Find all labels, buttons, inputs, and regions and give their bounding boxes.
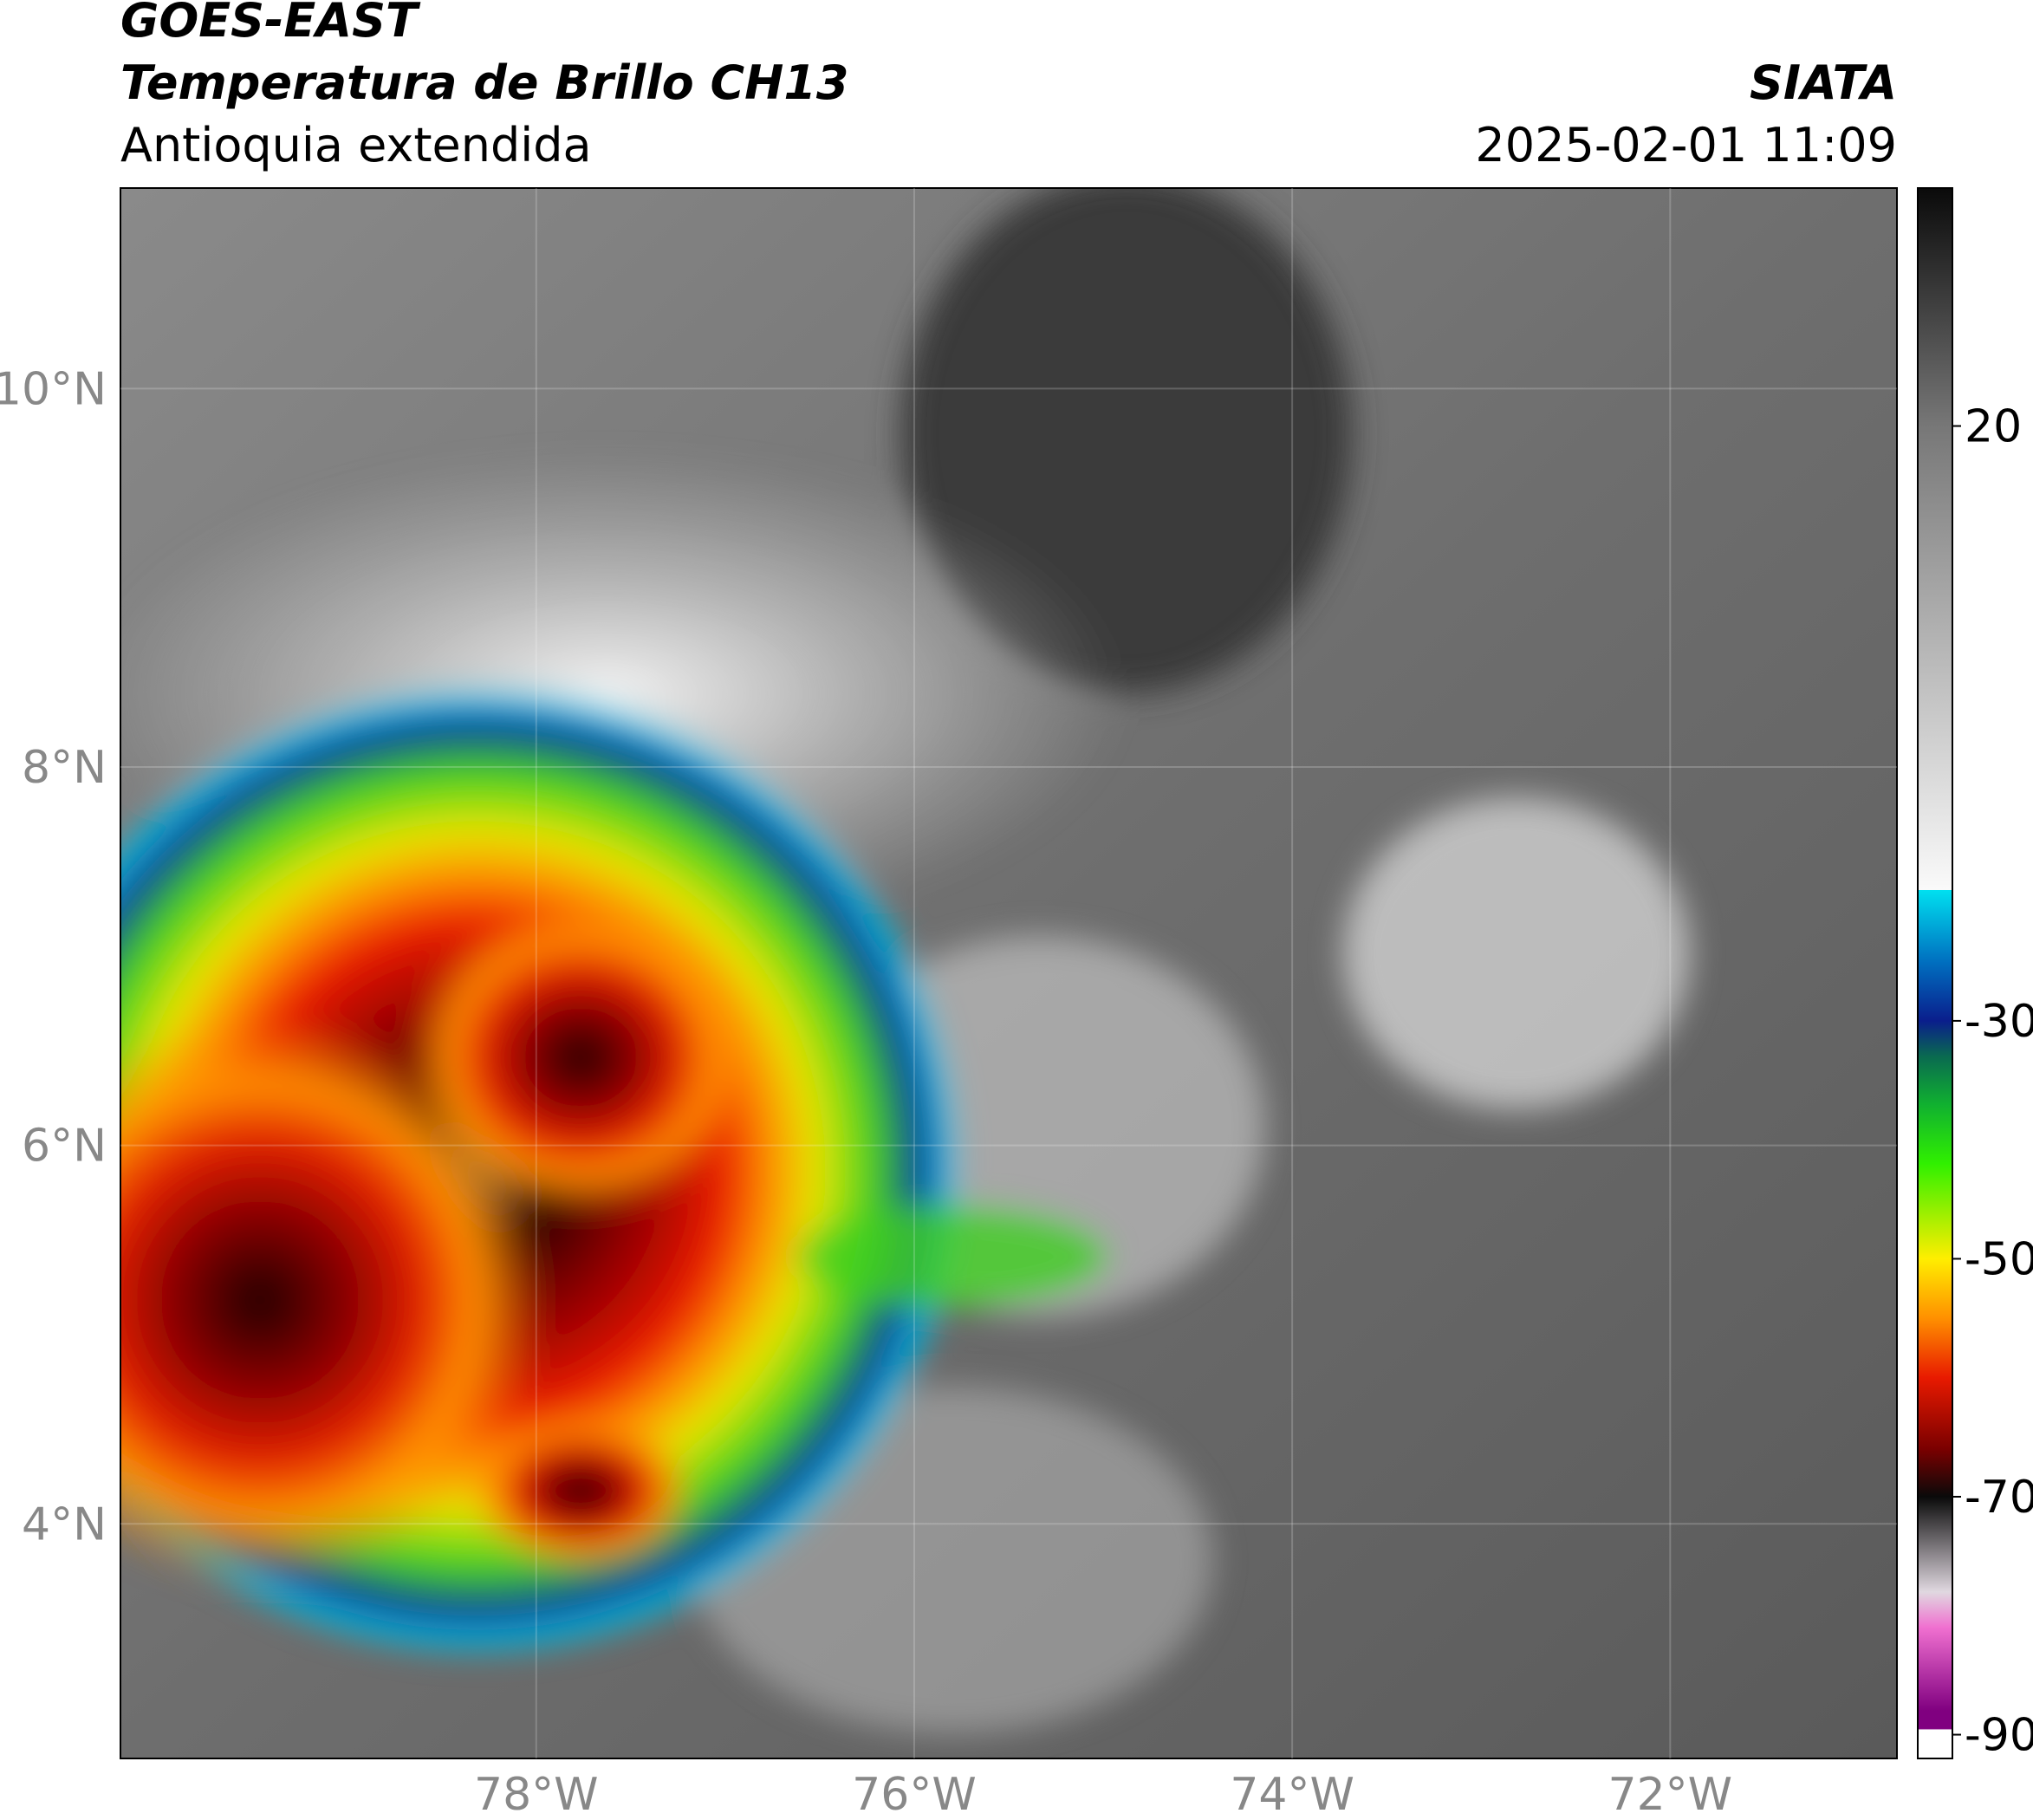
map-frame	[120, 187, 1898, 1759]
source: SIATA	[1750, 55, 1897, 110]
map-image	[120, 188, 1897, 1758]
colorbar-tick-label: -50	[1965, 1233, 2033, 1285]
x-tick-label: 78°W	[474, 1769, 599, 1820]
title: GOES-EAST	[120, 0, 421, 48]
x-tick-label: 74°W	[1230, 1769, 1354, 1820]
subtitle: Temperatura de Brillo CH13	[120, 55, 849, 110]
colorbar-tick-label: -30	[1965, 996, 2033, 1048]
datetime: 2025-02-01 11:09	[1475, 118, 1897, 172]
x-tick-label: 72°W	[1608, 1769, 1733, 1820]
x-tick-label: 76°W	[852, 1769, 977, 1820]
region: Antioquia extendida	[120, 118, 592, 172]
colorbar-tick-label: -90	[1965, 1710, 2033, 1762]
colorbar-tick-label: 20	[1965, 401, 2022, 453]
y-tick-label: 4°N	[22, 1498, 107, 1550]
colorbar	[1917, 187, 1953, 1759]
colorbar-tick-label: -70	[1965, 1472, 2033, 1524]
y-tick-label: 6°N	[22, 1121, 107, 1173]
y-tick-label: 10°N	[0, 363, 107, 415]
y-tick-label: 8°N	[22, 742, 107, 794]
